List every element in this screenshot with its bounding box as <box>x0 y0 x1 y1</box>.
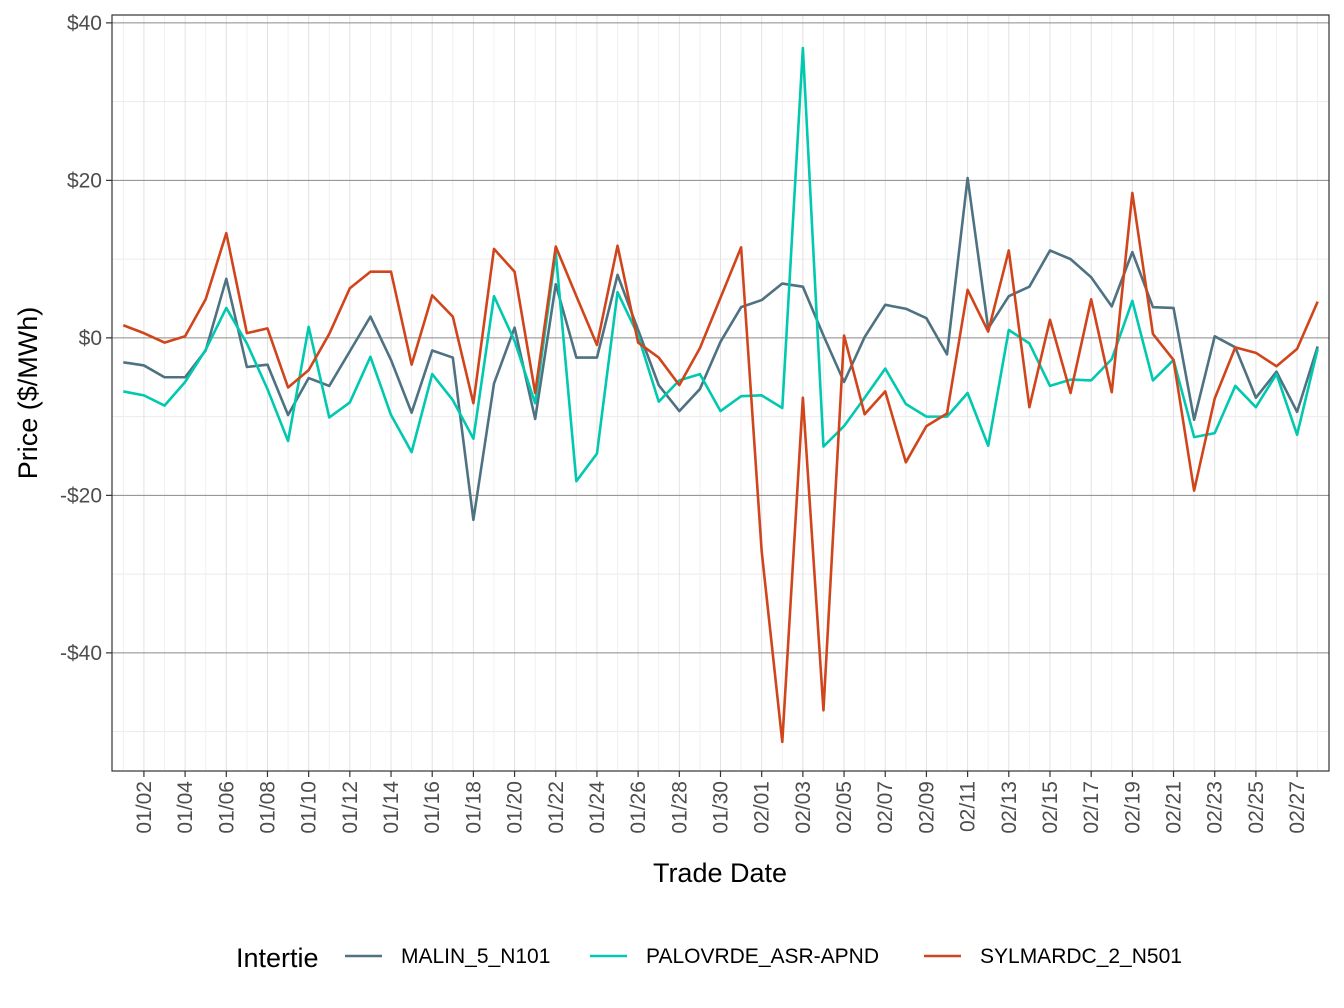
x-tick-label: 01/30 <box>710 781 733 834</box>
x-tick-label: 01/28 <box>668 781 691 834</box>
x-tick-label: 02/05 <box>833 781 856 834</box>
x-tick-label: 02/27 <box>1286 781 1309 834</box>
x-tick-label: 02/19 <box>1121 781 1144 834</box>
x-tick-label: 02/07 <box>874 781 897 834</box>
x-tick-label: 01/04 <box>174 781 197 834</box>
x-tick-label: 02/11 <box>957 781 980 832</box>
series-line-sylmardc-2-n501 <box>122 191 1319 744</box>
grid-major <box>112 22 1329 654</box>
x-tick-label: 01/06 <box>215 781 238 834</box>
legend-label: SYLMARDC_2_N501 <box>980 945 1182 968</box>
x-tick-label: 01/22 <box>545 781 568 834</box>
x-tick-label: 01/18 <box>462 781 485 834</box>
x-tick-label: 02/13 <box>998 781 1021 834</box>
x-tick-label: 01/26 <box>627 781 650 834</box>
x-tick-label: 01/24 <box>586 781 609 834</box>
y-axis: -$40 -$20 $0 $20 $40 <box>60 12 112 665</box>
x-tick-label: 01/12 <box>339 781 362 834</box>
legend-title: Intertie <box>236 943 319 973</box>
x-tick-label: 02/09 <box>915 781 938 834</box>
x-tick-label: 02/01 <box>751 781 774 834</box>
series-line-palovrde-asr-apnd <box>123 46 1319 483</box>
x-axis: 01/02 01/04 01/06 01/08 01/10 01/12 01/14 01/16… <box>133 771 1309 834</box>
y-tick-label: -$20 <box>60 484 102 507</box>
x-tick-label: 02/23 <box>1204 781 1227 834</box>
legend-label: MALIN_5_N101 <box>401 945 550 968</box>
x-tick-label: 02/25 <box>1245 781 1268 834</box>
x-tick-label: 02/03 <box>792 781 815 834</box>
grid-minor <box>112 15 1329 771</box>
series-lines <box>122 46 1319 744</box>
y-tick-label: -$40 <box>60 642 102 665</box>
y-tick-label: $40 <box>67 12 102 35</box>
x-tick-label: 01/14 <box>380 781 403 834</box>
x-tick-label: 02/17 <box>1080 781 1103 834</box>
x-tick-label: 01/02 <box>133 781 156 834</box>
legend-items: MALIN_5_N101 PALOVRDE_ASR-APND SYLMARDC_2_… <box>345 945 1182 968</box>
x-tick-label: 01/10 <box>298 781 321 834</box>
legend-label: PALOVRDE_ASR-APND <box>646 945 879 968</box>
x-tick-label: 01/20 <box>504 781 527 834</box>
y-tick-label: $20 <box>67 169 102 192</box>
y-tick-label: $0 <box>79 327 102 350</box>
x-tick-label: 02/21 <box>1163 781 1186 834</box>
x-axis-title: Trade Date <box>653 858 787 888</box>
x-tick-label: 01/08 <box>256 781 279 834</box>
x-tick-label: 02/15 <box>1039 781 1062 834</box>
y-axis-title: Price ($/MWh) <box>13 307 43 480</box>
legend: Intertie MALIN_5_N101 PALOVRDE_ASR-APND SY… <box>236 943 1182 973</box>
x-tick-label: 01/16 <box>421 781 444 834</box>
